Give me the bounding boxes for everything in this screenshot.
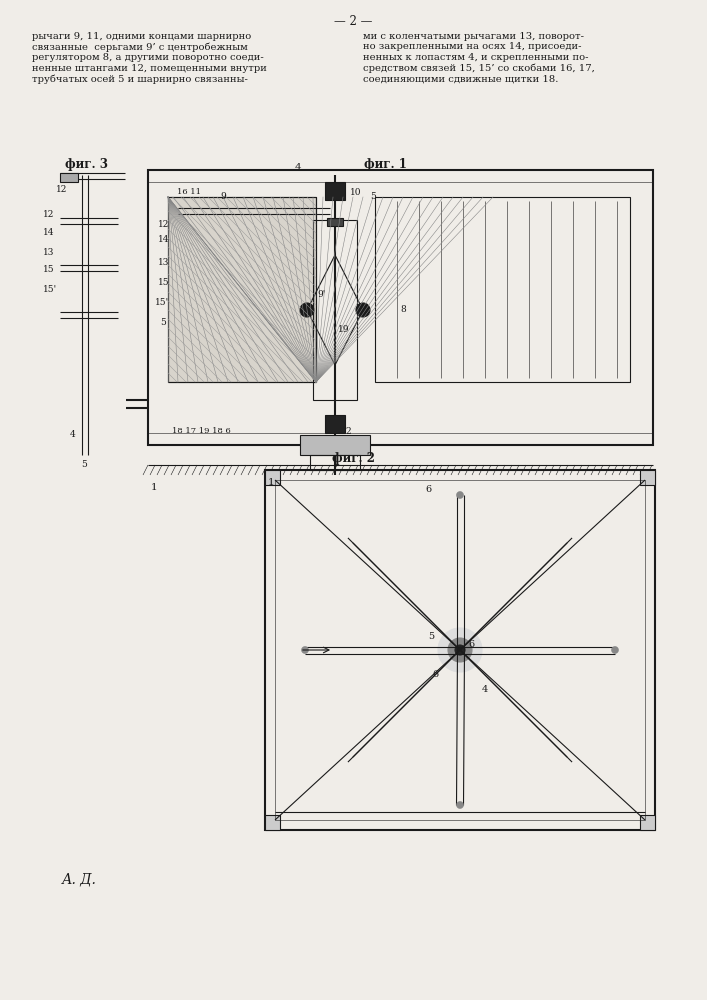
Bar	[265, 815, 280, 830]
Circle shape	[356, 303, 370, 317]
Text: 4: 4	[70, 430, 76, 439]
Text: фиг. 1: фиг. 1	[363, 158, 407, 171]
Text: 5: 5	[81, 460, 87, 469]
Text: 5: 5	[370, 192, 376, 201]
Text: 13: 13	[43, 248, 54, 257]
Text: 5: 5	[160, 318, 166, 327]
Text: 18 17 19 18 6: 18 17 19 18 6	[172, 427, 230, 435]
Text: 10: 10	[350, 188, 361, 197]
Text: 12: 12	[56, 185, 67, 194]
Text: 6: 6	[432, 670, 438, 679]
Text: 16 11: 16 11	[177, 188, 201, 196]
Text: 15': 15'	[43, 285, 57, 294]
Text: фиг. 3: фиг. 3	[65, 158, 108, 171]
Text: 12: 12	[158, 220, 170, 229]
Bar	[60, 173, 78, 182]
Text: — 2 —: — 2 —	[334, 15, 372, 28]
Bar	[640, 470, 655, 485]
Text: А. Д.: А. Д.	[62, 872, 97, 886]
Bar	[375, 197, 630, 382]
Circle shape	[448, 638, 472, 662]
Text: 19: 19	[338, 325, 349, 334]
Circle shape	[457, 491, 464, 498]
Text: 14: 14	[158, 235, 170, 244]
Text: 1: 1	[268, 478, 274, 487]
Text: 1: 1	[151, 483, 158, 492]
Text: рычаги 9, 11, одними концами шарнирно
связанные  серьгами 9’ с центробежным
регу: рычаги 9, 11, одними концами шарнирно св…	[32, 32, 267, 84]
Text: 14: 14	[43, 228, 54, 237]
Text: 15: 15	[158, 278, 170, 287]
Text: 12: 12	[43, 210, 54, 219]
Text: 15': 15'	[155, 298, 169, 307]
Bar	[168, 197, 316, 382]
Text: 2: 2	[345, 427, 351, 436]
Bar	[265, 470, 280, 485]
Circle shape	[457, 802, 464, 808]
Text: фиг. 2: фиг. 2	[332, 452, 375, 465]
Circle shape	[438, 628, 482, 672]
Text: 15: 15	[43, 265, 54, 274]
Text: 9': 9'	[317, 290, 325, 299]
Bar	[325, 182, 345, 200]
Text: 4: 4	[295, 163, 302, 172]
Bar	[300, 435, 370, 455]
Text: 4: 4	[482, 685, 489, 694]
Text: 5: 5	[428, 632, 434, 641]
Bar	[313, 220, 357, 400]
Text: ми с коленчатыми рычагами 13, поворот-
но закрепленными на осях 14, присоеди-
не: ми с коленчатыми рычагами 13, поворот- н…	[363, 32, 595, 83]
Bar	[265, 470, 655, 830]
Text: 8: 8	[400, 305, 406, 314]
Circle shape	[301, 647, 308, 654]
Bar	[327, 218, 343, 226]
Bar	[310, 455, 360, 470]
Circle shape	[455, 645, 465, 655]
Bar	[275, 480, 645, 820]
Bar	[325, 415, 345, 433]
Bar	[640, 815, 655, 830]
Text: 13: 13	[158, 258, 170, 267]
Bar	[148, 170, 653, 445]
Bar	[168, 197, 316, 382]
Text: 6: 6	[468, 640, 474, 649]
Circle shape	[612, 647, 619, 654]
Text: 9: 9	[220, 192, 226, 201]
Text: 6: 6	[425, 485, 431, 494]
Circle shape	[300, 303, 314, 317]
